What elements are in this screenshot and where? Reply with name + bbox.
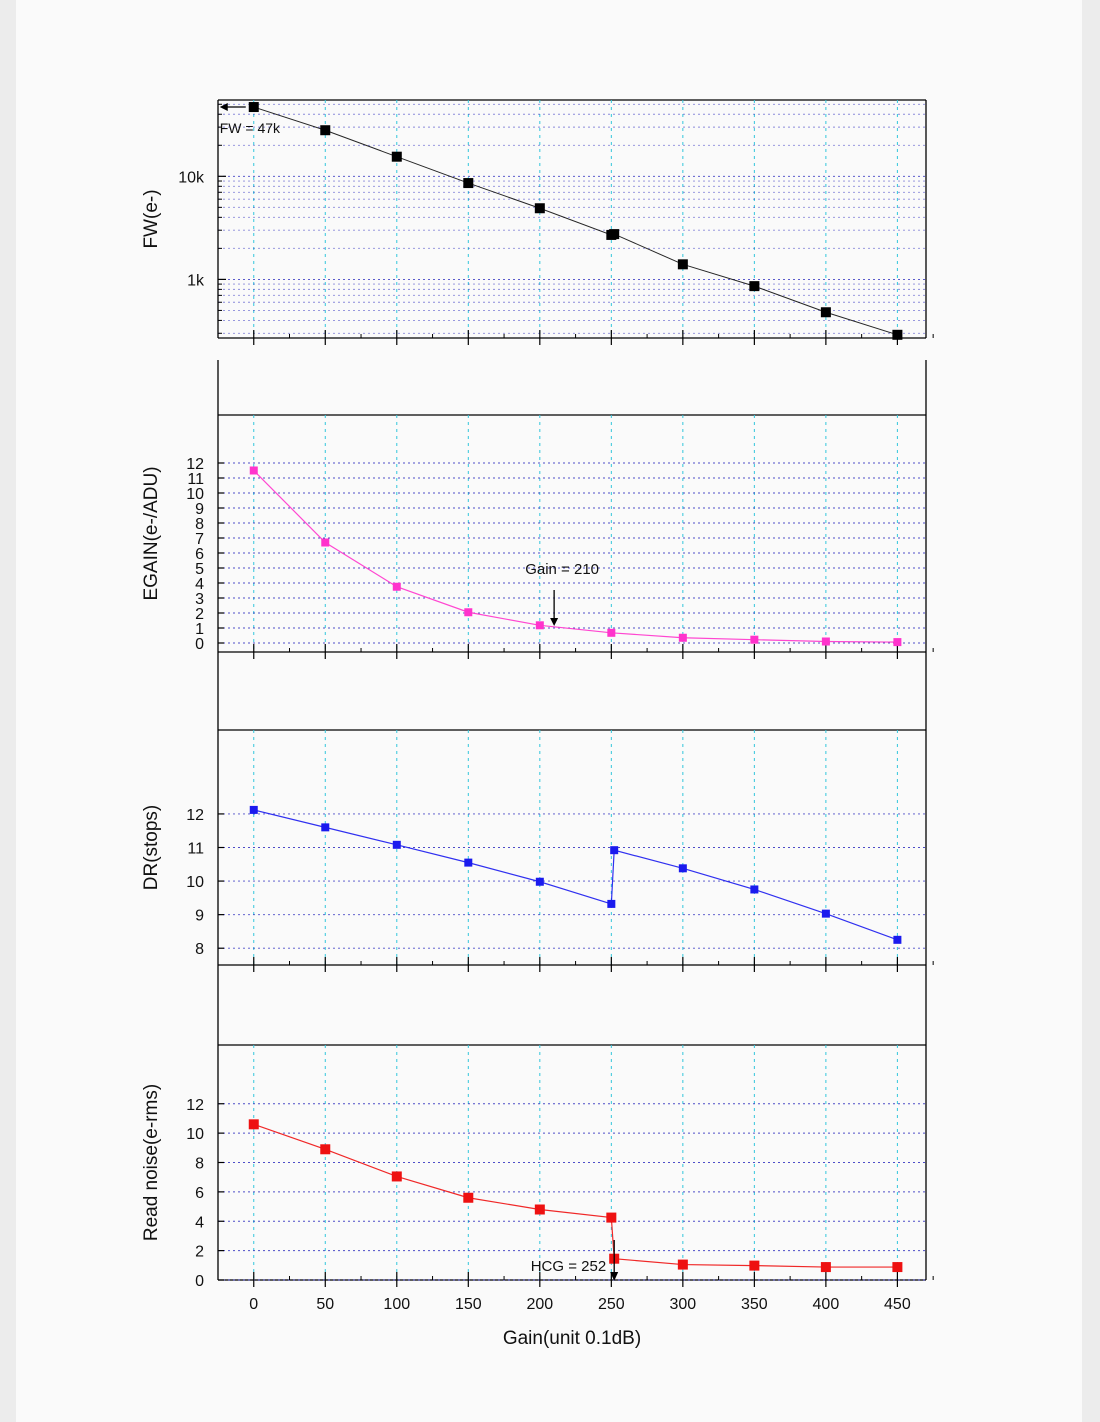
- y-tick-label: 2: [195, 1244, 204, 1261]
- y-tick-label: 10k: [178, 169, 205, 186]
- x-tick-label: 200: [526, 1296, 553, 1313]
- x-tick-label: 450: [884, 1296, 911, 1313]
- y-tick-label: 12: [186, 456, 204, 473]
- y-tick-label: 8: [195, 516, 204, 533]
- y-tick-label: 0: [195, 1273, 204, 1290]
- data-point: [392, 582, 401, 591]
- y-tick-label: 12: [186, 807, 204, 824]
- data-point: [535, 877, 544, 886]
- y-tick-label: 10: [186, 1126, 204, 1143]
- data-point: [321, 538, 330, 547]
- data-point: [678, 864, 687, 873]
- y-axis-label: EGAIN(e-/ADU): [141, 466, 162, 600]
- data-point: [392, 840, 401, 849]
- annotation-text: HCG = 252: [531, 1258, 606, 1275]
- y-tick-label: 3: [195, 591, 204, 608]
- y-tick-label: 1: [195, 621, 204, 638]
- x-tick-label: 350: [741, 1296, 768, 1313]
- data-point: [749, 281, 760, 292]
- data-point: [249, 805, 258, 814]
- y-axis-label: DR(stops): [141, 805, 162, 891]
- data-point: [320, 1144, 331, 1155]
- data-point: [821, 909, 830, 918]
- x-tick-label: 250: [598, 1296, 625, 1313]
- y-tick-label: 9: [195, 908, 204, 925]
- data-point: [534, 1204, 545, 1215]
- y-axis-label: FW(e-): [141, 189, 162, 248]
- data-point: [248, 102, 259, 113]
- y-tick-label: 8: [195, 1156, 204, 1173]
- data-point: [678, 633, 687, 642]
- data-point: [820, 307, 831, 318]
- y-tick-label: 5: [195, 561, 204, 578]
- panel-fw: 1k 10k FW(e-) FW = 47k: [141, 99, 934, 345]
- data-point: [677, 1259, 688, 1270]
- y-tick-label: 11: [187, 841, 204, 858]
- series-line: [253, 1123, 898, 1268]
- annotation-text: Gain = 210: [525, 561, 599, 578]
- y-tick-label: 11: [187, 471, 204, 488]
- data-point: [892, 329, 903, 340]
- data-point: [463, 178, 474, 189]
- data-point: [391, 1171, 402, 1182]
- panel-dr: 8 9 10 11 12 DR(stops): [141, 652, 934, 972]
- data-point: [893, 935, 902, 944]
- y-tick-label: 8: [195, 941, 204, 958]
- series-line: [253, 106, 898, 336]
- y-tick-label: 10: [186, 874, 204, 891]
- data-point: [610, 846, 619, 855]
- y-tick-label: 12: [186, 1097, 204, 1114]
- data-point: [892, 1262, 903, 1273]
- x-tick-label: 400: [813, 1296, 840, 1313]
- y-tick-label: 7: [195, 531, 204, 548]
- data-point: [464, 858, 473, 867]
- annotation-arrowhead: [550, 618, 559, 626]
- series-line: [253, 470, 898, 643]
- data-point: [749, 1260, 760, 1271]
- panel-rn: 0 2 4 6 8 10 12 Read noise(e-rms) HCG = 252: [141, 965, 934, 1290]
- data-point: [248, 1119, 259, 1130]
- data-point: [607, 628, 616, 637]
- data-point: [677, 259, 688, 270]
- y-tick-label: 4: [195, 1214, 204, 1231]
- data-point: [750, 635, 759, 644]
- data-point: [535, 621, 544, 630]
- data-point: [320, 125, 331, 136]
- y-tick-label: 6: [195, 1185, 204, 1202]
- data-point: [464, 608, 473, 617]
- data-point: [609, 229, 620, 240]
- annotation-arrowhead: [219, 103, 228, 112]
- x-axis-label: Gain(unit 0.1dB): [503, 1328, 641, 1349]
- data-point: [607, 899, 616, 908]
- series-line: [253, 809, 898, 941]
- y-tick-label: 10: [186, 486, 204, 503]
- data-point: [606, 1212, 617, 1223]
- data-point: [750, 885, 759, 894]
- annotation-text: FW = 47k: [220, 120, 281, 136]
- y-tick-label: 6: [195, 546, 204, 563]
- data-point: [391, 151, 402, 162]
- y-axis-label: Read noise(e-rms): [141, 1084, 162, 1241]
- data-point: [463, 1192, 474, 1203]
- data-point: [321, 823, 330, 832]
- figure-page: 1k 10k FW(e-) FW = 47k 0 1 2 3 4 5 6 7 8 9 10 11 12 EGAIN…: [16, 0, 1082, 1422]
- data-point: [821, 637, 830, 646]
- data-point: [893, 638, 902, 647]
- x-tick-label: 100: [383, 1296, 410, 1313]
- data-point: [534, 203, 545, 214]
- x-tick-label: 150: [455, 1296, 482, 1313]
- data-point: [249, 466, 258, 475]
- y-tick-label: 9: [195, 501, 204, 518]
- y-tick-label: 4: [195, 576, 204, 593]
- x-tick-label: 300: [669, 1296, 696, 1313]
- annotation-arrowhead: [610, 1272, 619, 1281]
- data-point: [820, 1262, 831, 1273]
- x-tick-label: 50: [316, 1296, 334, 1313]
- y-tick-label: 0: [195, 636, 204, 653]
- y-tick-label: 2: [195, 606, 204, 623]
- y-tick-label: 1k: [187, 272, 205, 289]
- x-tick-label: 0: [249, 1296, 258, 1313]
